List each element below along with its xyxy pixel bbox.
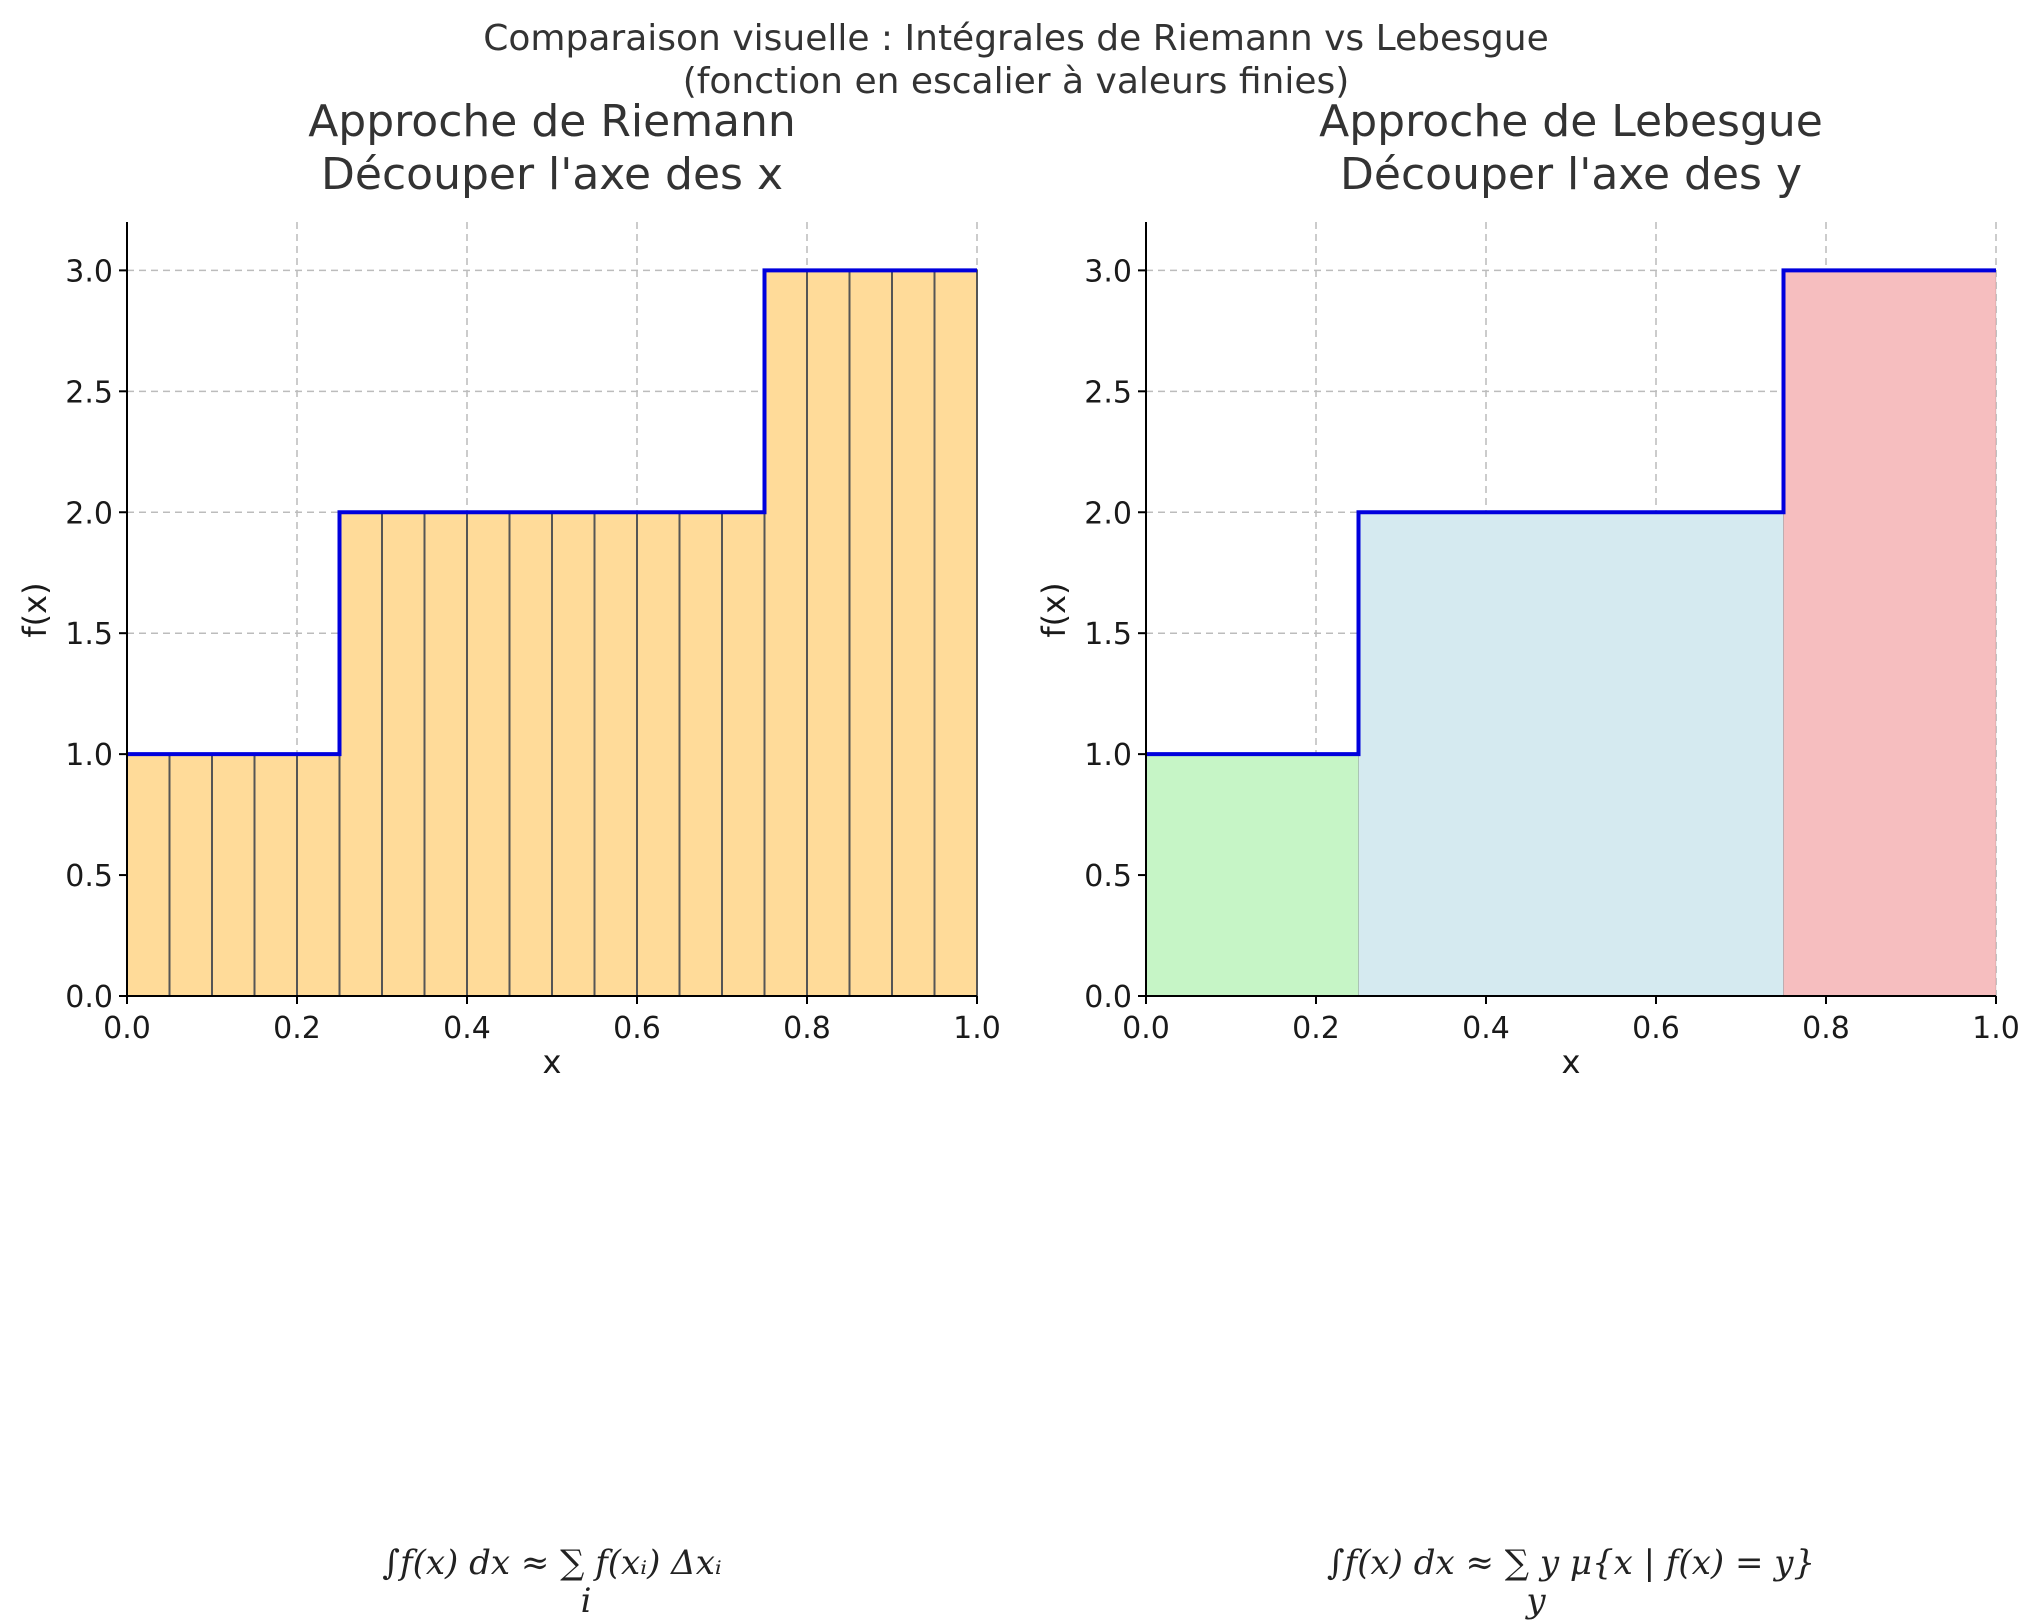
riemann-xtick-label-3: 0.6	[613, 1011, 661, 1046]
riemann-riemann-bar-12	[636, 511, 681, 997]
riemann-riemann-bar-9	[508, 511, 553, 997]
riemann-xtick-label-4: 0.8	[783, 1011, 831, 1046]
riemann-title-line1: Approche de Riemann	[308, 96, 796, 147]
riemann-title-line2: Découper l'axe des x	[321, 149, 783, 200]
lebesgue-step-function-line	[1146, 268, 1996, 757]
riemann-riemann-bar-10	[551, 511, 596, 997]
riemann-riemann-bar-17	[848, 269, 893, 997]
lebesgue-formula: ∫f(x) dx ≈ ∑ y μ{x | f(x) = y}	[1327, 1543, 1815, 1583]
riemann-ytick-label-0: 0.0	[65, 980, 113, 1015]
riemann-xtick-label-0: 0.0	[103, 1011, 151, 1046]
riemann-riemann-bar-3	[253, 753, 298, 997]
lebesgue-title-line2: Découper l'axe des y	[1340, 149, 1802, 200]
riemann-riemann-bar-13	[678, 511, 723, 997]
lebesgue-xtick-label-3: 0.6	[1632, 1011, 1680, 1046]
lebesgue-level-region-1	[1358, 511, 1784, 997]
riemann-riemann-bar-6	[381, 511, 426, 997]
lebesgue-ytick-label-5: 2.5	[1084, 375, 1132, 410]
lebesgue-ytick-label-6: 3.0	[1084, 254, 1132, 289]
riemann-xtick-label-2: 0.4	[443, 1011, 491, 1046]
riemann-formula: ∫f(x) dx ≈ ∑ f(xᵢ) Δxᵢ	[382, 1543, 721, 1583]
riemann-riemann-bar-8	[466, 511, 511, 997]
lebesgue-formula-subscript: y	[1524, 1581, 1546, 1621]
riemann-ytick-label-4: 2.0	[65, 496, 113, 531]
lebesgue-level-region-0	[1145, 753, 1359, 997]
lebesgue-ytick-label-2: 1.0	[1084, 738, 1132, 773]
riemann-riemann-bar-0	[126, 753, 171, 997]
lebesgue-ytick-label-3: 1.5	[1084, 617, 1132, 652]
riemann-ytick-label-5: 2.5	[65, 375, 113, 410]
riemann-ytick-label-3: 1.5	[65, 617, 113, 652]
riemann-panel: Approche de Riemann Découper l'axe des x…	[16, 96, 1001, 1621]
lebesgue-xtick-label-2: 0.4	[1462, 1011, 1510, 1046]
lebesgue-plot-area: 0.0 0.2 0.4 0.6 0.8 1.0 0.0 0.5 1.0 1.5 2.0 2.5 3.0	[1084, 222, 2020, 1046]
riemann-riemann-bar-18	[891, 269, 936, 997]
riemann-riemann-bar-11	[593, 511, 638, 997]
riemann-riemann-bar-2	[211, 753, 256, 997]
lebesgue-panel: Approche de Lebesgue Découper l'axe des …	[1035, 96, 2020, 1621]
riemann-riemann-bar-5	[338, 511, 383, 997]
riemann-xtick-label-5: 1.0	[953, 1011, 1001, 1046]
riemann-ytick-label-6: 3.0	[65, 254, 113, 289]
lebesgue-xtick-label-5: 1.0	[1972, 1011, 2020, 1046]
lebesgue-ytick-label-4: 2.0	[1084, 496, 1132, 531]
lebesgue-ytick-label-0: 0.0	[1084, 980, 1132, 1015]
lebesgue-ylabel: f(x)	[1035, 582, 1073, 637]
riemann-riemann-bar-4	[296, 753, 341, 997]
riemann-riemann-bar-1	[168, 753, 213, 997]
riemann-formula-subscript: i	[581, 1581, 592, 1621]
figure-suptitle-line1: Comparaison visuelle : Intégrales de Rie…	[483, 18, 1548, 59]
riemann-ylabel: f(x)	[16, 582, 54, 637]
riemann-ytick-label-2: 1.0	[65, 738, 113, 773]
lebesgue-title-line1: Approche de Lebesgue	[1319, 96, 1823, 147]
riemann-xtick-label-1: 0.2	[273, 1011, 321, 1046]
riemann-plot-area: 0.0 0.2 0.4 0.6 0.8 1.0 0.0 0.5 1.0 1.5 2.0 2.5 3.0	[65, 222, 1001, 1046]
riemann-riemann-bar-19	[933, 269, 978, 997]
lebesgue-level-region-2	[1783, 269, 1997, 997]
riemann-riemann-bar-7	[423, 511, 468, 997]
lebesgue-xtick-label-4: 0.8	[1802, 1011, 1850, 1046]
riemann-riemann-bar-14	[721, 511, 766, 997]
figure-suptitle-line2: (fonction en escalier à valeurs finies)	[683, 61, 1350, 102]
lebesgue-xtick-label-0: 0.0	[1122, 1011, 1170, 1046]
riemann-riemann-bar-15	[763, 269, 808, 997]
riemann-ytick-label-1: 0.5	[65, 859, 113, 894]
riemann-step-function-line	[127, 268, 977, 757]
riemann-xlabel: x	[543, 1043, 562, 1081]
riemann-riemann-bar-16	[806, 269, 851, 997]
lebesgue-xlabel: x	[1562, 1043, 1581, 1081]
lebesgue-xtick-label-1: 0.2	[1292, 1011, 1340, 1046]
lebesgue-ytick-label-1: 0.5	[1084, 859, 1132, 894]
